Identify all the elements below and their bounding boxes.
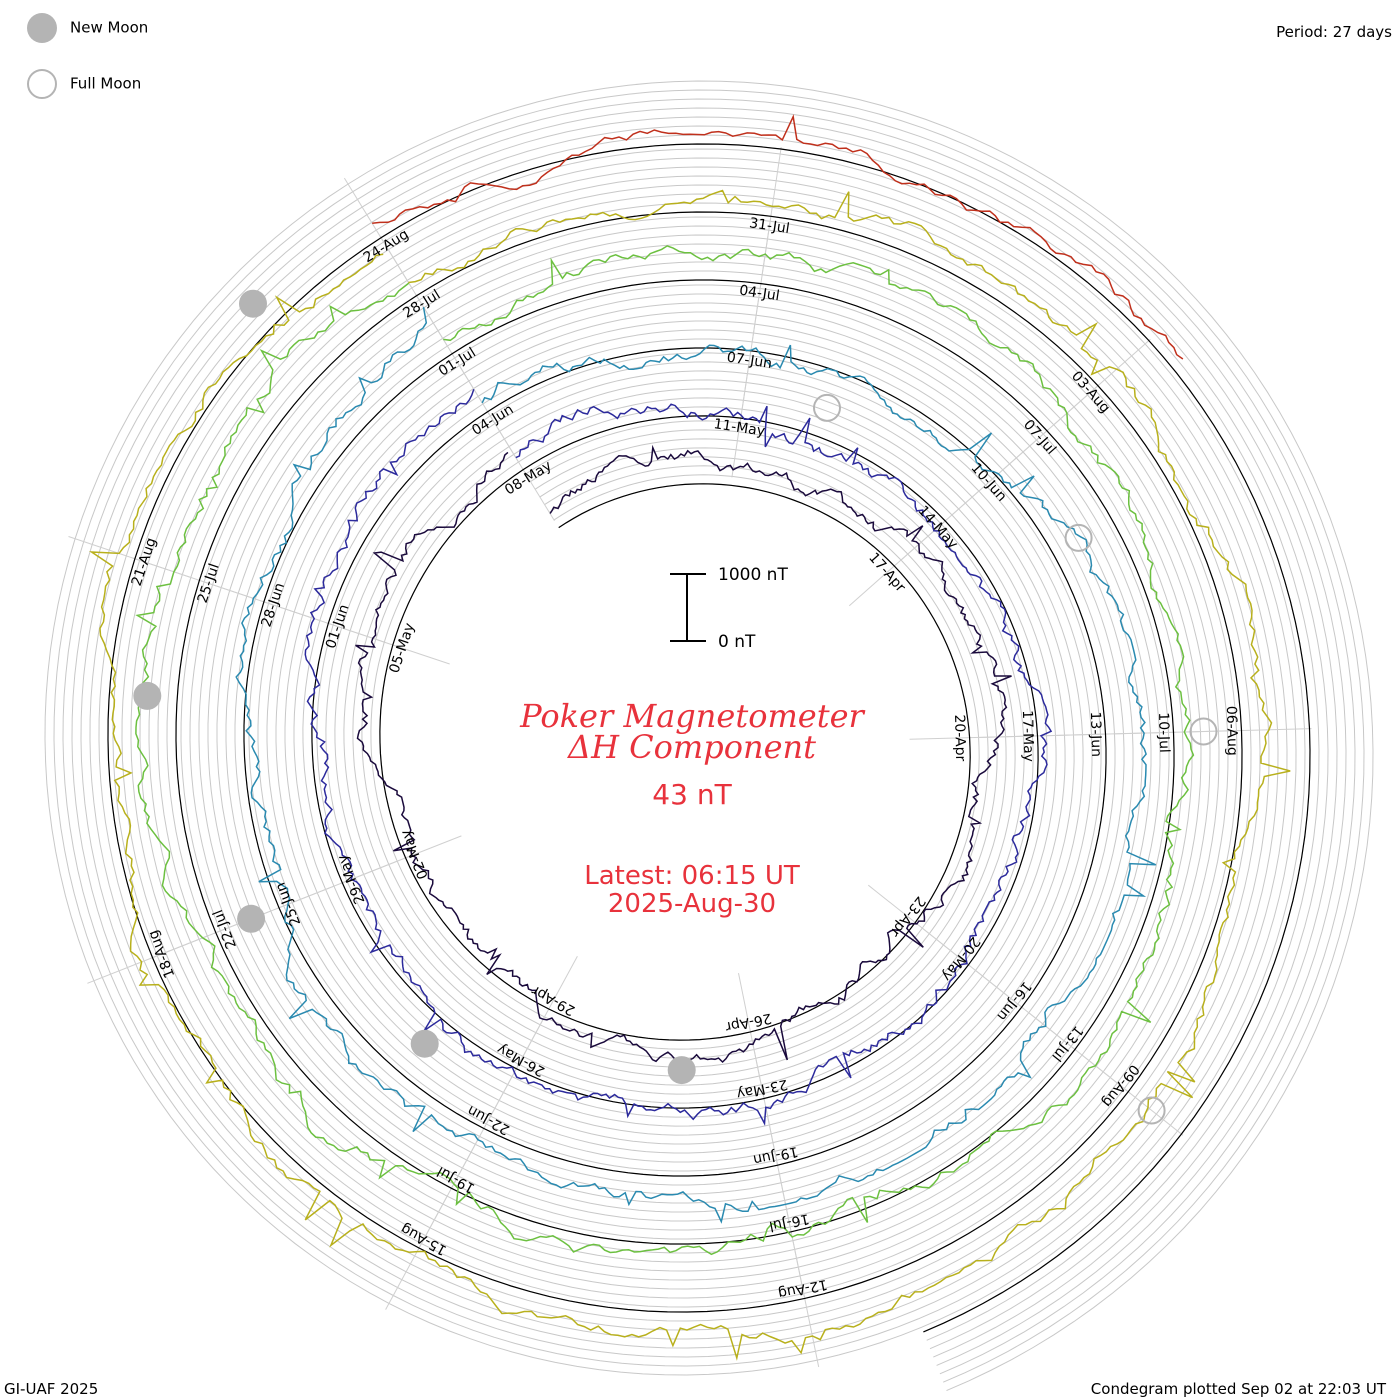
footer-credit: GI-UAF 2025 xyxy=(4,1380,98,1398)
scale-bar: 1000 nT 0 nT xyxy=(670,565,788,652)
date-spoke xyxy=(68,536,192,579)
moon-marker-layer xyxy=(133,289,1218,1125)
latest-date: 2025-Aug-30 xyxy=(608,889,776,919)
date-spoke xyxy=(738,973,765,1101)
series-trace-6 xyxy=(372,114,1184,360)
baseline-spiral xyxy=(107,143,1311,1333)
date-spoke xyxy=(792,1239,820,1368)
date-spoke xyxy=(326,622,450,665)
date-spoke xyxy=(340,835,462,885)
date-label: 13-Jun xyxy=(1087,711,1104,757)
date-spoke xyxy=(1181,728,1312,733)
date-spoke xyxy=(385,1195,449,1310)
series-trace-2 xyxy=(304,388,1053,1127)
date-label: 15-Aug xyxy=(398,1220,449,1258)
date-spoke xyxy=(909,735,1040,740)
date-spoke xyxy=(1080,1054,1184,1136)
new-moon-legend-label: New Moon xyxy=(70,19,148,37)
date-spoke xyxy=(867,884,971,967)
date-label: 31-Jul xyxy=(748,215,790,237)
new-moon-marker xyxy=(410,1029,439,1058)
date-spoke xyxy=(87,935,209,984)
series-trace-5 xyxy=(88,189,1291,1361)
series-layer xyxy=(88,114,1291,1361)
scale-bar-top-label: 1000 nT xyxy=(718,565,788,585)
full-moon-marker xyxy=(813,393,841,422)
date-label: 11-May xyxy=(712,416,766,439)
date-spoke xyxy=(761,147,782,276)
new-moon-marker xyxy=(133,681,162,710)
date-label: 18-Aug xyxy=(145,928,178,980)
date-label: 07-Jun xyxy=(726,349,773,372)
date-label: 16-Jul xyxy=(768,1210,811,1234)
series-trace-3 xyxy=(235,306,1157,1224)
date-label: 20-Apr xyxy=(951,714,968,761)
grid-spiral xyxy=(44,80,1374,1392)
grid-spiral xyxy=(71,107,1347,1366)
full-moon-marker xyxy=(1064,523,1093,552)
date-spoke xyxy=(1052,338,1151,426)
date-label: 06-Aug xyxy=(1223,706,1240,756)
new-moon-marker xyxy=(239,289,267,318)
date-spoke xyxy=(514,955,578,1071)
new-moon-marker xyxy=(667,1056,696,1085)
date-label: 17-Apr xyxy=(865,550,908,596)
date-label: 19-Jun xyxy=(752,1143,800,1168)
full-moon-legend-icon xyxy=(27,69,57,99)
series-trace-1 xyxy=(355,444,1012,1064)
series-trace-4 xyxy=(135,245,1195,1256)
full-moon-legend-label: Full Moon xyxy=(70,75,141,93)
grid-spiral xyxy=(98,134,1320,1341)
grid-layer xyxy=(44,80,1374,1392)
baseline-layer xyxy=(107,143,1311,1333)
full-moon-marker xyxy=(1189,717,1218,746)
date-label: 17-May xyxy=(1019,710,1036,762)
new-moon-legend-icon xyxy=(27,13,57,43)
footer-plot-time: Condegram plotted Sep 02 at 22:03 UT xyxy=(1091,1380,1387,1398)
scale-bar-bottom-label: 0 nT xyxy=(718,632,756,652)
chart-title-line2: ΔH Component xyxy=(566,728,816,766)
grid-spiral xyxy=(62,98,1356,1375)
full-moon-marker xyxy=(1137,1096,1166,1125)
chart-title-line1: Poker Magnetometer xyxy=(519,697,865,735)
new-moon-marker xyxy=(237,904,266,933)
date-label: 04-Jul xyxy=(738,283,780,305)
date-label: 12-Aug xyxy=(777,1276,829,1302)
period-label: Period: 27 days xyxy=(1276,23,1392,41)
date-spoke xyxy=(486,409,555,522)
latest-time: Latest: 06:15 UT xyxy=(584,861,800,891)
date-spoke xyxy=(848,519,948,607)
date-label: 26-May xyxy=(495,1041,548,1080)
date-label: 26-Apr xyxy=(724,1010,773,1035)
date-spoke xyxy=(343,177,413,290)
current-value: 43 nT xyxy=(652,778,732,811)
date-label: 05-May xyxy=(386,621,418,675)
date-label: 10-Jul xyxy=(1155,712,1172,753)
date-label: 20-May xyxy=(938,933,983,984)
spoke-layer xyxy=(68,147,1312,1368)
date-label: 04-Jun xyxy=(469,401,516,438)
grid-spiral xyxy=(89,125,1329,1350)
grid-spiral xyxy=(53,89,1365,1383)
